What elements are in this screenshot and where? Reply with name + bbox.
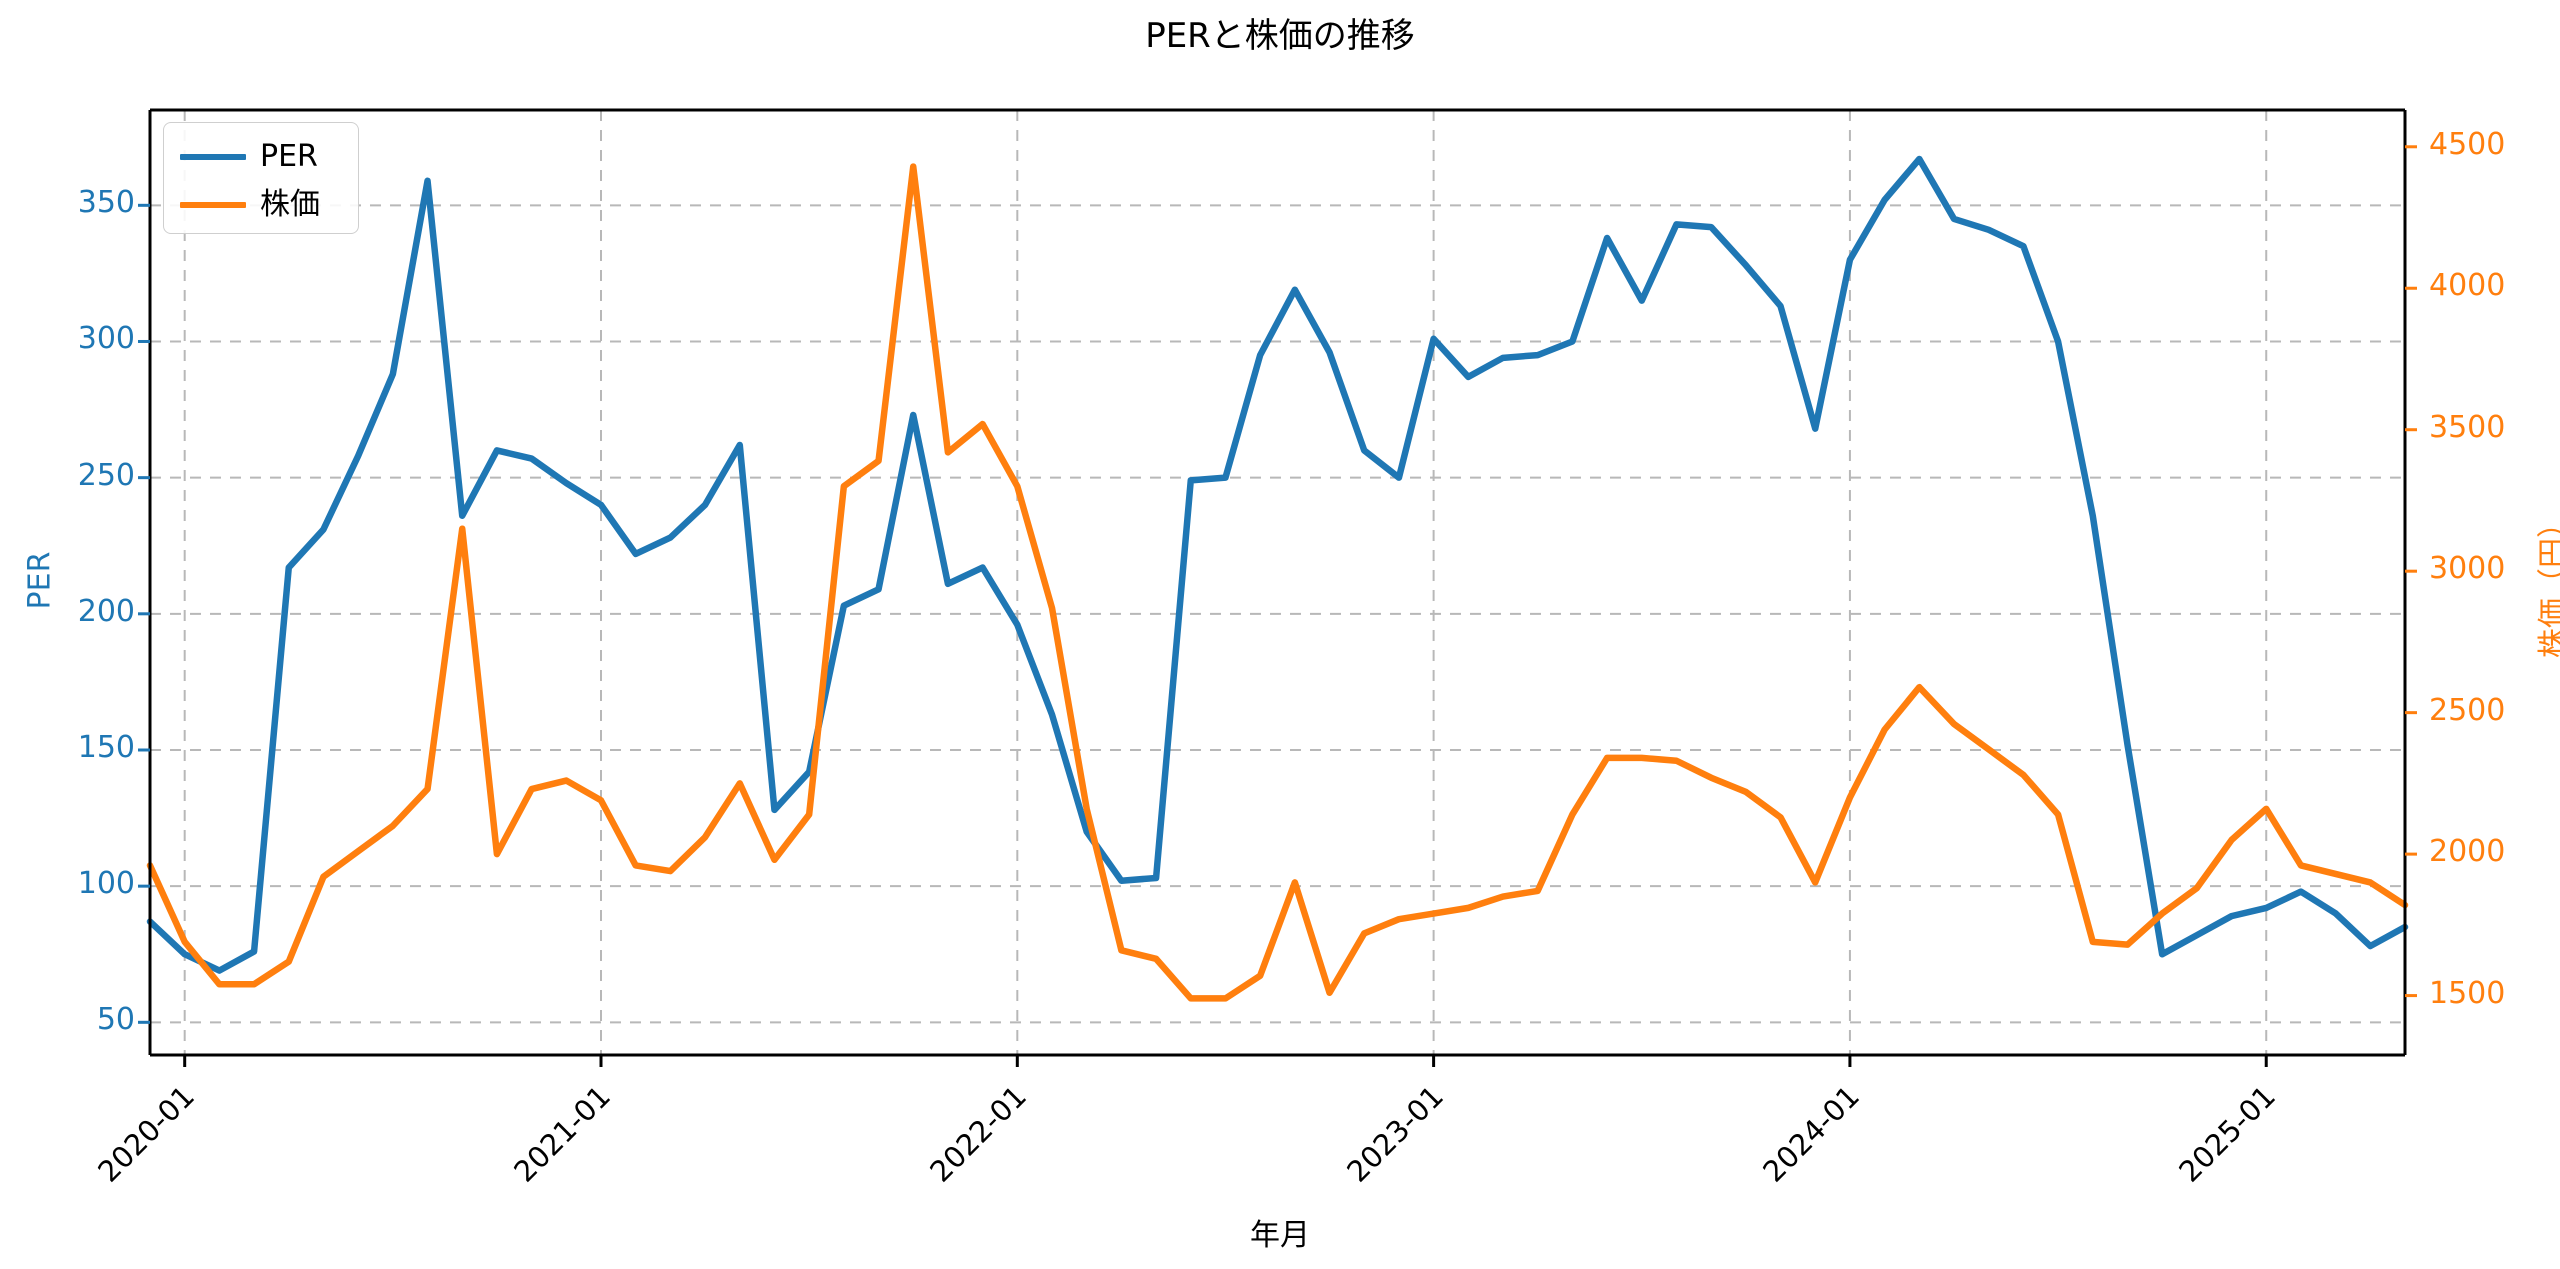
legend-item-price: 株価: [164, 189, 320, 221]
legend-item-per: PER: [164, 141, 318, 173]
ytick-label-right: 4000: [2429, 268, 2506, 304]
ytick-label-right: 3500: [2429, 409, 2506, 445]
ytick-label-right: 2500: [2429, 692, 2506, 728]
ytick-label-left: 50: [96, 1002, 135, 1038]
y-axis-label-left: PER: [22, 551, 58, 609]
ytick-label-right: 3000: [2429, 551, 2506, 587]
ytick-label-left: 150: [77, 729, 135, 765]
series-line-price: [146, 163, 2409, 1002]
ytick-label-left: 200: [77, 593, 135, 629]
legend-label: 株価: [260, 187, 320, 222]
ytick-label-right: 2000: [2429, 834, 2506, 870]
chart-legend: PER 株価: [163, 122, 359, 234]
chart-title: PERと株価の推移: [1145, 16, 1415, 56]
ytick-label-left: 350: [77, 185, 135, 221]
axis-spines: [148, 108, 2407, 1057]
ytick-label-right: 1500: [2429, 975, 2506, 1011]
legend-label: PER: [260, 139, 318, 174]
x-axis-label: 年月: [1250, 1218, 1310, 1253]
ytick-label-left: 250: [77, 457, 135, 493]
series-line-per: [146, 155, 2409, 974]
ytick-label-left: 300: [77, 321, 135, 357]
ytick-label-right: 4500: [2429, 126, 2506, 162]
ytick-label-left: 100: [77, 866, 135, 902]
legend-swatch-icon: [180, 154, 246, 160]
grid-lines: [150, 110, 2405, 1055]
y-axis-label-right: 株価（円）: [2536, 507, 2560, 658]
legend-swatch-icon: [180, 202, 246, 208]
axis-ticks: [138, 145, 2417, 1067]
